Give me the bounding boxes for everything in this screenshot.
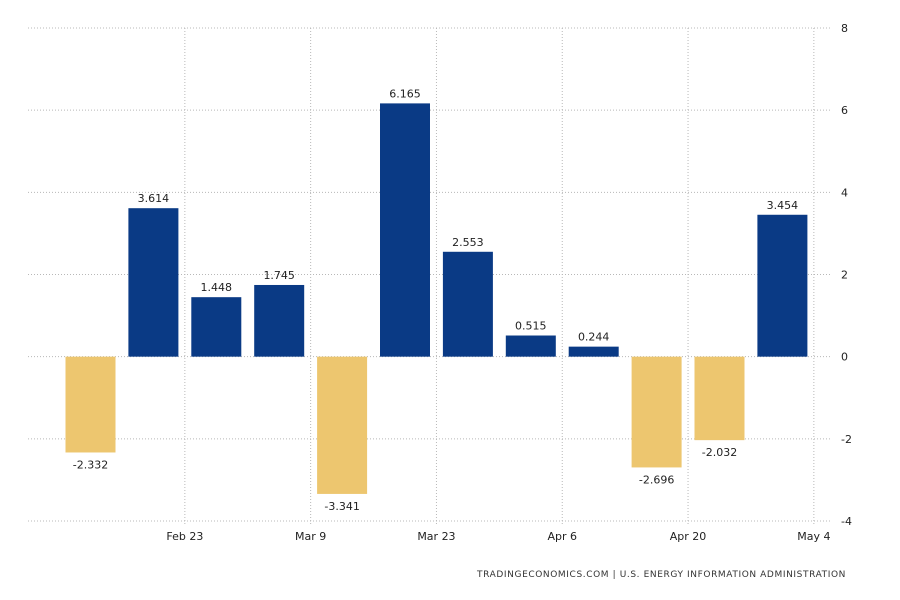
y-tick-label: -4	[841, 515, 852, 528]
grid-lines	[28, 27, 830, 526]
data-labels: -2.332 3.614 1.448 1.745 -3.341 6.165 2.553 0.5…	[73, 87, 798, 513]
x-axis-ticks: Feb 23 Mar 9 Mar 23 Apr 6 Apr 20 May 4	[166, 530, 830, 543]
data-label: 1.448	[201, 281, 233, 294]
bar	[757, 214, 808, 357]
data-label: 3.454	[767, 199, 799, 212]
bar	[254, 284, 305, 357]
y-tick-label: 6	[841, 104, 848, 117]
data-label: 6.165	[389, 87, 421, 100]
data-label: 3.614	[138, 192, 170, 205]
source-credit: TRADINGECONOMICS.COM | U.S. ENERGY INFOR…	[477, 570, 846, 580]
x-tick-label: Apr 6	[547, 530, 577, 543]
data-label: 2.553	[452, 236, 484, 249]
bars	[65, 103, 808, 494]
data-label: -2.696	[639, 473, 674, 486]
data-label: 1.745	[263, 269, 295, 282]
y-axis-ticks: 8 6 4 2 0 -2 -4	[841, 22, 852, 528]
y-tick-label: 0	[841, 351, 848, 364]
y-tick-label: 4	[841, 186, 848, 199]
x-tick-label: May 4	[797, 530, 830, 543]
bar	[631, 356, 682, 468]
bar	[505, 335, 556, 357]
bar	[191, 297, 242, 357]
x-tick-label: Feb 23	[166, 530, 203, 543]
y-tick-label: 2	[841, 269, 848, 282]
bar	[694, 356, 745, 441]
bar	[568, 346, 619, 357]
x-tick-label: Mar 9	[295, 530, 326, 543]
bar	[380, 103, 430, 357]
y-tick-label: -2	[841, 433, 852, 446]
bar	[128, 208, 179, 357]
bar	[442, 251, 493, 357]
data-label: -2.332	[73, 458, 108, 471]
data-label: -2.032	[702, 446, 737, 459]
data-label: -3.341	[324, 500, 359, 513]
bar	[317, 356, 368, 494]
x-tick-label: Mar 23	[417, 530, 455, 543]
data-label: 0.244	[578, 331, 610, 344]
y-tick-label: 8	[841, 22, 848, 35]
x-tick-label: Apr 20	[670, 530, 707, 543]
bar	[65, 356, 116, 453]
data-label: 0.515	[515, 320, 547, 333]
